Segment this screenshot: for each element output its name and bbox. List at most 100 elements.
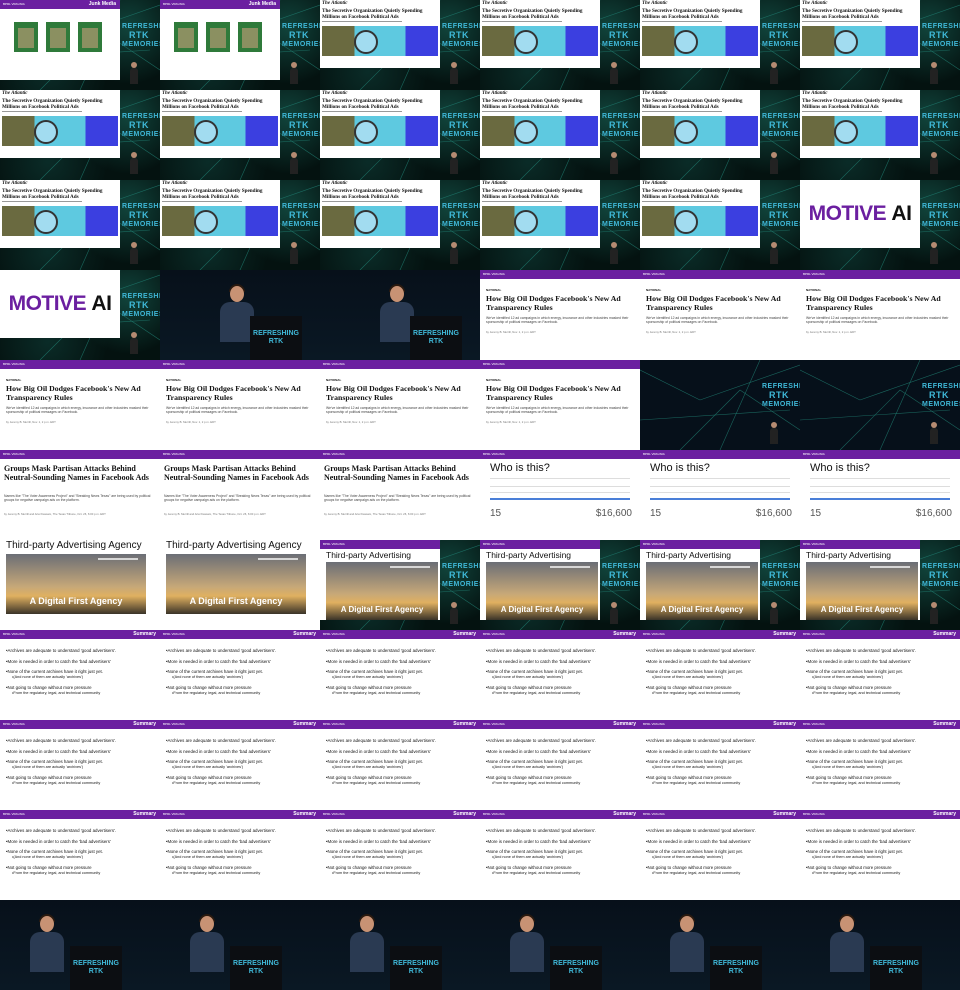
summary-subitem: From the regulatory, legal, and technica…	[326, 691, 476, 697]
video-frame-thumbnail[interactable]: BPRL VIRGINIA Summary Archives are adequat…	[800, 720, 960, 810]
video-frame-thumbnail[interactable]: REFRESHINGRTKMEMORIES	[640, 360, 800, 450]
stage-logo-line1: REFRESHING	[442, 563, 480, 570]
video-frame-thumbnail[interactable]: REFRESHINGRTKMEMORIESBPRL VIRGINIAThird-…	[800, 540, 960, 630]
video-frame-thumbnail[interactable]: REFRESHINGRTKMEMORIES The Atlantic The Sec…	[640, 90, 800, 180]
slide-title: Summary	[933, 811, 956, 817]
video-frame-thumbnail[interactable]: REFRESHINGRTKMEMORIESBPRL VIRGINIAThird-…	[320, 540, 480, 630]
summary-item: Archives are adequate to understand 'goo…	[166, 828, 316, 834]
video-frame-thumbnail[interactable]: BPRL VIRGINIA Summary Archives are adequat…	[160, 810, 320, 900]
video-frame-thumbnail[interactable]: REFRESHING RTK	[480, 900, 640, 990]
slide-header-bar: BPRL VIRGINIA Summary	[320, 720, 480, 729]
video-frame-thumbnail[interactable]: BPRL VIRGINIA NATIONAL How Big Oil Dodges …	[640, 270, 800, 360]
video-frame-thumbnail[interactable]: BPRL VIRGINIA Summary Archives are adequat…	[320, 720, 480, 810]
speaker-head	[40, 916, 54, 932]
article-masthead: The Atlantic	[482, 181, 508, 186]
summary-item: Not going to change without more pressur…	[6, 865, 156, 871]
video-frame-thumbnail[interactable]: BPRL VIRGINIA Summary Archives are adequat…	[320, 630, 480, 720]
article-section: NATIONAL	[486, 288, 502, 292]
video-frame-thumbnail[interactable]: BPRL VIRGINIA Summary Archives are adequat…	[640, 720, 800, 810]
video-frame-thumbnail[interactable]: BPRL VIRGINIA Groups Mask Partisan Attack…	[0, 450, 160, 540]
video-frame-thumbnail[interactable]: BPRL VIRGINIA Who is this? 15 $16,600	[480, 450, 640, 540]
video-frame-thumbnail[interactable]: BPRL VIRGINIA Summary Archives are adequat…	[800, 810, 960, 900]
groups-article-slide: BPRL VIRGINIA Groups Mask Partisan Attack…	[0, 450, 160, 540]
video-frame-thumbnail[interactable]: REFRESHINGRTKMEMORIES The Atlantic The Sec…	[0, 180, 160, 270]
video-frame-thumbnail[interactable]: REFRESHING RTK	[160, 900, 320, 990]
brand-tag: BPRL VIRGINIA	[643, 542, 665, 546]
brand-tag: BPRL VIRGINIA	[3, 722, 25, 726]
video-frame-thumbnail[interactable]: REFRESHINGRTKMEMORIES BPRL VIRGINIA Junk M…	[0, 0, 160, 90]
video-frame-thumbnail[interactable]: BPRL VIRGINIA Groups Mask Partisan Attack…	[320, 450, 480, 540]
video-frame-thumbnail[interactable]: REFRESHINGRTKMEMORIES The Atlantic The Sec…	[320, 180, 480, 270]
agency-website-screenshot: A Digital First Agency	[326, 562, 438, 620]
summary-item: More is needed in order to catch the 'ba…	[646, 659, 796, 665]
speaker-figure-small	[130, 152, 138, 174]
speaker-head	[230, 286, 244, 302]
video-frame-thumbnail[interactable]: REFRESHINGRTKMEMORIES The Atlantic The Sec…	[320, 90, 480, 180]
video-frame-thumbnail[interactable]: BPRL VIRGINIA Groups Mask Partisan Attack…	[160, 450, 320, 540]
article-illustration	[322, 26, 438, 56]
video-frame-thumbnail[interactable]: BPRL VIRGINIA Summary Archives are adequat…	[480, 720, 640, 810]
video-frame-thumbnail[interactable]: REFRESHINGRTKMEMORIES	[800, 360, 960, 450]
video-frame-thumbnail[interactable]: REFRESHINGRTKMEMORIESBPRL VIRGINIAThird-…	[640, 540, 800, 630]
video-frame-thumbnail[interactable]: BPRL VIRGINIA Summary Archives are adequat…	[0, 810, 160, 900]
podium-logo: REFRESHING RTK	[872, 960, 920, 976]
stage-logo-line1: REFRESHING	[602, 113, 640, 120]
summary-item: None of the current archives have it rig…	[6, 849, 156, 855]
speaker-figure	[380, 284, 414, 342]
video-frame-thumbnail[interactable]: BPRL VIRGINIA Summary Archives are adequat…	[0, 630, 160, 720]
article-headline: The Secretive Organization Quietly Spend…	[322, 8, 423, 20]
video-frame-thumbnail[interactable]: BPRL VIRGINIA Summary Archives are adequat…	[480, 810, 640, 900]
video-frame-thumbnail[interactable]: REFRESHINGRTKMEMORIES MOTIVE AI	[0, 270, 160, 360]
divider	[810, 486, 950, 487]
video-frame-thumbnail[interactable]: REFRESHINGRTKMEMORIES BPRL VIRGINIA Junk M…	[160, 0, 320, 90]
video-frame-thumbnail[interactable]: REFRESHINGRTKMEMORIES The Atlantic The Sec…	[480, 0, 640, 90]
video-frame-thumbnail[interactable]: REFRESHINGRTKMEMORIES The Atlantic The Sec…	[160, 90, 320, 180]
video-frame-thumbnail[interactable]: REFRESHINGRTKMEMORIES MOTIVE AI	[800, 180, 960, 270]
video-frame-thumbnail[interactable]: REFRESHINGRTKMEMORIES The Atlantic The Sec…	[0, 90, 160, 180]
video-frame-thumbnail[interactable]: BPRL VIRGINIA NATIONAL How Big Oil Dodges …	[0, 360, 160, 450]
video-frame-thumbnail[interactable]: BPRL VIRGINIA Summary Archives are adequat…	[0, 720, 160, 810]
video-frame-thumbnail[interactable]: BPRL VIRGINIA Summary Archives are adequat…	[800, 630, 960, 720]
video-frame-thumbnail[interactable]: REFRESHINGRTKMEMORIES The Atlantic The Sec…	[800, 0, 960, 90]
video-frame-thumbnail[interactable]: BPRL VIRGINIA Summary Archives are adequat…	[640, 810, 800, 900]
video-frame-thumbnail[interactable]: REFRESHINGRTKMEMORIES The Atlantic The Sec…	[160, 180, 320, 270]
speaker-head	[840, 916, 854, 932]
video-frame-thumbnail[interactable]: REFRESHINGRTKMEMORIES The Atlantic The Sec…	[800, 90, 960, 180]
video-frame-thumbnail[interactable]: BPRL VIRGINIA NATIONAL How Big Oil Dodges …	[480, 270, 640, 360]
video-frame-thumbnail[interactable]: BPRL VIRGINIA Summary Archives are adequat…	[480, 630, 640, 720]
video-frame-thumbnail[interactable]: REFRESHING RTK	[320, 270, 480, 360]
video-frame-thumbnail[interactable]: REFRESHINGRTKMEMORIESBPRL VIRGINIAThird-…	[480, 540, 640, 630]
video-frame-thumbnail[interactable]: REFRESHING RTK	[320, 900, 480, 990]
video-frame-thumbnail[interactable]: REFRESHINGRTKMEMORIES The Atlantic The Sec…	[640, 0, 800, 90]
article-section: NATIONAL	[646, 288, 662, 292]
article-headline: Groups Mask Partisan Attacks Behind Neut…	[4, 464, 149, 482]
video-frame-thumbnail[interactable]: BPRL VIRGINIA Who is this? 15 $16,600	[640, 450, 800, 540]
video-frame-thumbnail[interactable]: BPRL VIRGINIA Summary Archives are adequat…	[320, 810, 480, 900]
video-frame-thumbnail[interactable]: BPRL VIRGINIA Summary Archives are adequat…	[160, 630, 320, 720]
video-frame-thumbnail[interactable]: Third-party Advertising Agency A Digital …	[0, 540, 160, 630]
summary-item: Archives are adequate to understand 'goo…	[486, 828, 636, 834]
video-frame-thumbnail[interactable]: BPRL VIRGINIA Summary Archives are adequat…	[640, 630, 800, 720]
video-frame-thumbnail[interactable]: BPRL VIRGINIA NATIONAL How Big Oil Dodges …	[800, 270, 960, 360]
video-frame-thumbnail[interactable]: Third-party Advertising Agency A Digital …	[160, 540, 320, 630]
slide-title: Summary	[133, 721, 156, 727]
video-frame-thumbnail[interactable]: BPRL VIRGINIA NATIONAL How Big Oil Dodges …	[320, 360, 480, 450]
video-frame-thumbnail[interactable]: REFRESHING RTK	[800, 900, 960, 990]
video-frame-thumbnail[interactable]: REFRESHING RTK	[0, 900, 160, 990]
video-frame-thumbnail[interactable]: BPRL VIRGINIA Who is this? 15 $16,600	[800, 450, 960, 540]
video-frame-thumbnail[interactable]: REFRESHING RTK	[640, 900, 800, 990]
article-section: NATIONAL	[6, 378, 22, 382]
video-frame-thumbnail[interactable]: BPRL VIRGINIA NATIONAL How Big Oil Dodges …	[160, 360, 320, 450]
video-frame-thumbnail[interactable]: BPRL VIRGINIA NATIONAL How Big Oil Dodges …	[480, 360, 640, 450]
article-headline: The Secretive Organization Quietly Spend…	[642, 98, 743, 110]
video-frame-thumbnail[interactable]: REFRESHINGRTKMEMORIES The Atlantic The Sec…	[480, 180, 640, 270]
video-frame-thumbnail[interactable]: REFRESHINGRTKMEMORIES The Atlantic The Sec…	[320, 0, 480, 90]
stage-logo: REFRESHINGRTKMEMORIES	[442, 202, 480, 229]
motive-ai-logo-ai: AI	[91, 292, 112, 315]
video-frame-thumbnail[interactable]: REFRESHINGRTKMEMORIES The Atlantic The Sec…	[480, 90, 640, 180]
brand-tag: BPRL VIRGINIA	[163, 632, 185, 636]
video-frame-thumbnail[interactable]: REFRESHINGRTKMEMORIES The Atlantic The Sec…	[640, 180, 800, 270]
video-frame-thumbnail[interactable]: BPRL VIRGINIA Summary Archives are adequat…	[160, 720, 320, 810]
video-frame-thumbnail[interactable]: REFRESHING RTK	[160, 270, 320, 360]
slide-title: Summary	[293, 631, 316, 637]
